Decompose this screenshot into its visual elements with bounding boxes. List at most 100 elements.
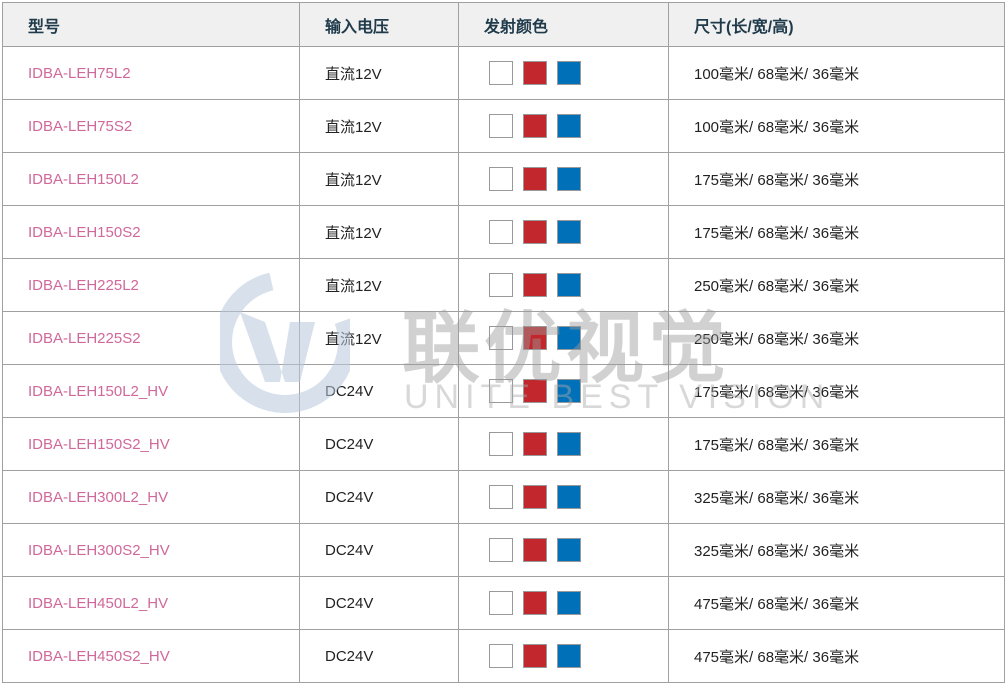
table-row: IDBA-LEH150L2_HV DC24V 175毫米/ 68毫米/ 36毫米 [2,364,1005,418]
color-swatch-white [489,114,513,138]
voltage-cell: 直流12V [299,152,459,206]
model-link[interactable]: IDBA-LEH300L2_HV [2,470,300,524]
voltage-cell: DC24V [299,629,459,683]
color-swatch-red [523,273,547,297]
size-cell: 250毫米/ 68毫米/ 36毫米 [668,258,1005,312]
color-swatch-red [523,485,547,509]
color-swatch-white [489,644,513,668]
color-swatch-blue [557,326,581,350]
header-voltage: 输入电压 [299,2,459,47]
color-cell [458,46,669,100]
model-link[interactable]: IDBA-LEH300S2_HV [2,523,300,577]
color-swatch-blue [557,538,581,562]
model-link[interactable]: IDBA-LEH75S2 [2,99,300,153]
table-row: IDBA-LEH150S2_HV DC24V 175毫米/ 68毫米/ 36毫米 [2,417,1005,471]
color-cell [458,311,669,365]
color-swatch-blue [557,167,581,191]
model-link[interactable]: IDBA-LEH150S2 [2,205,300,259]
color-swatch-white [489,273,513,297]
model-link[interactable]: IDBA-LEH150L2_HV [2,364,300,418]
voltage-cell: 直流12V [299,205,459,259]
voltage-cell: 直流12V [299,46,459,100]
color-cell [458,152,669,206]
size-cell: 100毫米/ 68毫米/ 36毫米 [668,46,1005,100]
color-swatch-red [523,114,547,138]
color-swatch-blue [557,114,581,138]
size-cell: 175毫米/ 68毫米/ 36毫米 [668,152,1005,206]
color-swatch-red [523,61,547,85]
model-link[interactable]: IDBA-LEH225L2 [2,258,300,312]
color-cell [458,523,669,577]
size-cell: 175毫米/ 68毫米/ 36毫米 [668,364,1005,418]
color-swatch-blue [557,485,581,509]
color-swatch-blue [557,273,581,297]
color-swatch-red [523,167,547,191]
header-size: 尺寸(长/宽/高) [668,2,1005,47]
color-swatch-white [489,167,513,191]
table-row: IDBA-LEH75S2 直流12V 100毫米/ 68毫米/ 36毫米 [2,99,1005,153]
color-swatch-red [523,591,547,615]
color-cell [458,629,669,683]
table-row: IDBA-LEH75L2 直流12V 100毫米/ 68毫米/ 36毫米 [2,46,1005,100]
table-row: IDBA-LEH225S2 直流12V 250毫米/ 68毫米/ 36毫米 [2,311,1005,365]
voltage-cell: DC24V [299,523,459,577]
size-cell: 250毫米/ 68毫米/ 36毫米 [668,311,1005,365]
table-header: 型号 输入电压 发射颜色 尺寸(长/宽/高) [2,2,1005,47]
color-swatch-blue [557,644,581,668]
size-cell: 475毫米/ 68毫米/ 36毫米 [668,629,1005,683]
voltage-cell: DC24V [299,470,459,524]
color-swatch-blue [557,220,581,244]
table-row: IDBA-LEH300L2_HV DC24V 325毫米/ 68毫米/ 36毫米 [2,470,1005,524]
table-row: IDBA-LEH300S2_HV DC24V 325毫米/ 68毫米/ 36毫米 [2,523,1005,577]
color-cell [458,576,669,630]
voltage-cell: DC24V [299,576,459,630]
voltage-cell: 直流12V [299,311,459,365]
size-cell: 175毫米/ 68毫米/ 36毫米 [668,205,1005,259]
color-swatch-blue [557,61,581,85]
voltage-cell: DC24V [299,417,459,471]
color-swatch-white [489,379,513,403]
table-row: IDBA-LEH150L2 直流12V 175毫米/ 68毫米/ 36毫米 [2,152,1005,206]
size-cell: 325毫米/ 68毫米/ 36毫米 [668,470,1005,524]
color-cell [458,417,669,471]
color-swatch-white [489,538,513,562]
color-swatch-blue [557,379,581,403]
model-link[interactable]: IDBA-LEH150L2 [2,152,300,206]
header-color: 发射颜色 [458,2,669,47]
color-cell [458,470,669,524]
table-row: IDBA-LEH450S2_HV DC24V 475毫米/ 68毫米/ 36毫米 [2,629,1005,683]
table-row: IDBA-LEH150S2 直流12V 175毫米/ 68毫米/ 36毫米 [2,205,1005,259]
header-model: 型号 [2,2,300,47]
color-swatch-blue [557,591,581,615]
color-cell [458,99,669,153]
color-swatch-white [489,485,513,509]
size-cell: 475毫米/ 68毫米/ 36毫米 [668,576,1005,630]
voltage-cell: DC24V [299,364,459,418]
color-swatch-blue [557,432,581,456]
color-swatch-red [523,326,547,350]
table-row: IDBA-LEH450L2_HV DC24V 475毫米/ 68毫米/ 36毫米 [2,576,1005,630]
color-swatch-red [523,644,547,668]
color-swatch-white [489,220,513,244]
model-link[interactable]: IDBA-LEH150S2_HV [2,417,300,471]
voltage-cell: 直流12V [299,99,459,153]
model-link[interactable]: IDBA-LEH450S2_HV [2,629,300,683]
color-swatch-white [489,61,513,85]
color-swatch-white [489,326,513,350]
model-link[interactable]: IDBA-LEH225S2 [2,311,300,365]
color-cell [458,258,669,312]
model-link[interactable]: IDBA-LEH450L2_HV [2,576,300,630]
color-swatch-white [489,591,513,615]
color-swatch-red [523,379,547,403]
voltage-cell: 直流12V [299,258,459,312]
color-cell [458,364,669,418]
color-swatch-red [523,538,547,562]
model-link[interactable]: IDBA-LEH75L2 [2,46,300,100]
color-swatch-white [489,432,513,456]
color-swatch-red [523,220,547,244]
color-cell [458,205,669,259]
color-swatch-red [523,432,547,456]
table-row: IDBA-LEH225L2 直流12V 250毫米/ 68毫米/ 36毫米 [2,258,1005,312]
size-cell: 175毫米/ 68毫米/ 36毫米 [668,417,1005,471]
